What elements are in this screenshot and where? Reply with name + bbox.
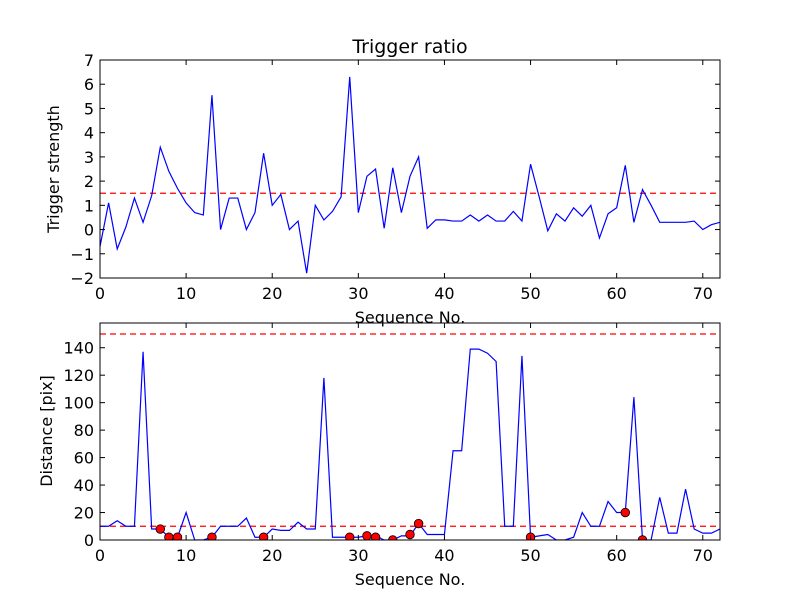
y-axis-label: Distance [pix] [37,375,56,487]
x-tick-label: 40 [434,546,454,565]
y-tick-label: 0 [84,531,94,550]
plot-frame [99,322,721,541]
tick-layer: 0 10 20 30 40 50 60 70 −2 −1 0 1 2 3 4 5 6 7 [70,51,720,303]
x-tick-label: 70 [693,546,713,565]
x-tick-label: 50 [520,546,540,565]
data-point [370,532,381,540]
series-line [100,76,720,274]
y-tick-label: 2 [84,172,94,191]
x-tick-label: 20 [262,284,282,303]
y-tick-label: 100 [63,394,94,413]
x-tick-label: 0 [95,546,105,565]
data-point [637,535,648,540]
x-tick-label: 60 [606,284,626,303]
plot-area [100,333,720,540]
x-axis-label: Sequence No. [355,570,466,589]
data-point [345,532,355,540]
trigger-ratio-panel: Trigger ratio Trigger strength Sequence … [44,36,721,327]
x-tick-label: 0 [95,284,105,303]
x-tick-label: 30 [348,284,368,303]
x-tick-label: 30 [348,546,368,565]
data-point [362,531,372,540]
x-tick-label: 70 [693,284,713,303]
distance-panel: Distance [pix] Sequence No. 0 10 20 30 40 50 6… [37,322,721,589]
y-tick-label: 1 [84,196,94,215]
y-tick-label: 140 [63,339,94,358]
data-point [258,532,269,540]
y-tick-label: 60 [74,449,94,468]
y-axis-label: Trigger strength [44,105,63,234]
data-point [388,535,398,540]
y-tick-label: 40 [74,476,94,495]
y-tick-label: 20 [74,504,94,523]
data-point [405,529,415,540]
x-tick-label: 10 [176,284,196,303]
y-tick-label: 4 [84,124,94,143]
x-tick-label: 10 [176,546,196,565]
y-tick-label: 120 [63,366,94,385]
series-layer [100,76,720,274]
y-tick-label: 7 [84,51,94,70]
x-tick-label: 40 [434,284,454,303]
x-tick-label: 50 [520,284,540,303]
y-tick-label: 80 [74,421,94,440]
series-layer [100,333,720,540]
data-point [413,518,424,529]
plot-frame [99,59,721,279]
data-point [620,507,630,518]
tick-layer: 0 10 20 30 40 50 60 70 0 20 40 60 80 100 120 140 [63,323,720,565]
y-tick-label: 6 [84,75,94,94]
chart-title: Trigger ratio [351,36,467,58]
data-point [172,532,183,540]
x-axis-label: Sequence No. [355,308,466,327]
y-tick-label: −2 [70,269,94,288]
x-tick-label: 60 [606,546,626,565]
data-point [155,524,165,534]
y-tick-label: 3 [84,148,94,167]
data-point [207,532,217,540]
y-tick-label: 0 [84,221,94,240]
y-tick-label: 5 [84,99,94,118]
x-tick-label: 20 [262,546,282,565]
plot-area [100,76,720,274]
y-tick-label: −1 [70,245,94,264]
